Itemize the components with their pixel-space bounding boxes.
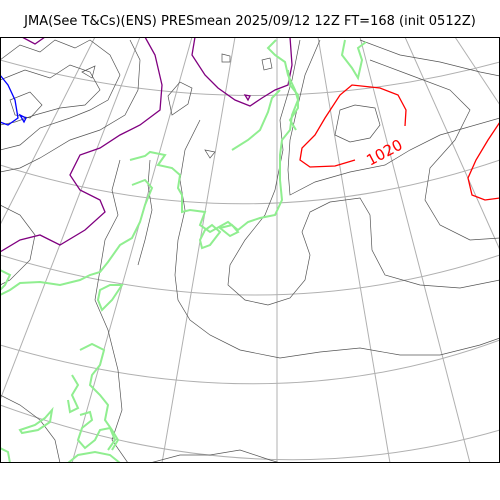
latitude-line xyxy=(0,254,500,296)
isobar xyxy=(204,149,216,159)
isobar xyxy=(137,159,153,266)
map-title: JMA(See T&Cs)(ENS) PRESmean 2025/09/12 1… xyxy=(24,14,476,29)
isobar xyxy=(149,449,281,463)
isobar xyxy=(261,57,273,71)
isobar xyxy=(9,91,43,119)
isobar xyxy=(81,65,96,79)
isobar xyxy=(221,53,231,63)
meridian-line xyxy=(71,37,193,463)
isobar xyxy=(227,39,500,306)
meridian-line xyxy=(317,37,391,463)
isobar xyxy=(369,59,500,241)
isobar-purple xyxy=(243,94,251,102)
map-frame xyxy=(0,37,500,463)
isobar-1020 xyxy=(467,121,500,201)
coastline xyxy=(231,89,281,151)
meridian-line xyxy=(454,37,500,106)
isobar xyxy=(167,81,193,116)
coastline xyxy=(340,39,367,81)
latitude-line xyxy=(0,404,500,461)
meridian-line xyxy=(161,37,236,463)
low-isobars xyxy=(0,74,27,126)
coastline xyxy=(0,269,12,291)
high-isobars xyxy=(299,84,500,201)
coastline xyxy=(198,223,222,250)
coastline xyxy=(67,374,80,414)
latitude-line xyxy=(0,159,500,205)
isobar-purple xyxy=(0,37,163,253)
isobar xyxy=(334,104,381,143)
meridian-line xyxy=(0,37,96,226)
coastline xyxy=(217,223,240,238)
isobar xyxy=(0,394,61,463)
isobar-purple xyxy=(21,37,46,45)
coastline xyxy=(0,178,154,296)
isobar xyxy=(0,39,121,151)
coastline xyxy=(287,69,299,131)
meridian-line xyxy=(359,37,471,463)
isobar xyxy=(94,159,129,463)
latitude-line xyxy=(0,59,500,96)
longitude-lines xyxy=(0,37,500,463)
meridian-line xyxy=(404,37,500,251)
coastline xyxy=(96,284,124,312)
isobar-label-1020: 1020 xyxy=(363,136,405,170)
isobar-blue xyxy=(18,113,27,124)
coastline xyxy=(67,450,121,463)
isobar xyxy=(0,204,36,286)
isobar xyxy=(0,39,141,173)
coastline xyxy=(18,406,54,435)
isobar xyxy=(359,39,500,77)
isobar xyxy=(174,119,500,359)
coastline xyxy=(76,410,117,451)
coastlines xyxy=(0,39,367,463)
latitude-line xyxy=(0,339,500,385)
isobars xyxy=(0,39,500,463)
mid-isobars xyxy=(0,37,293,253)
meridian-line xyxy=(0,37,141,401)
coastline xyxy=(0,447,11,463)
isobar-1020 xyxy=(299,84,407,168)
coastline xyxy=(79,342,120,451)
isobar xyxy=(287,39,500,196)
isobar-blue xyxy=(0,74,19,126)
